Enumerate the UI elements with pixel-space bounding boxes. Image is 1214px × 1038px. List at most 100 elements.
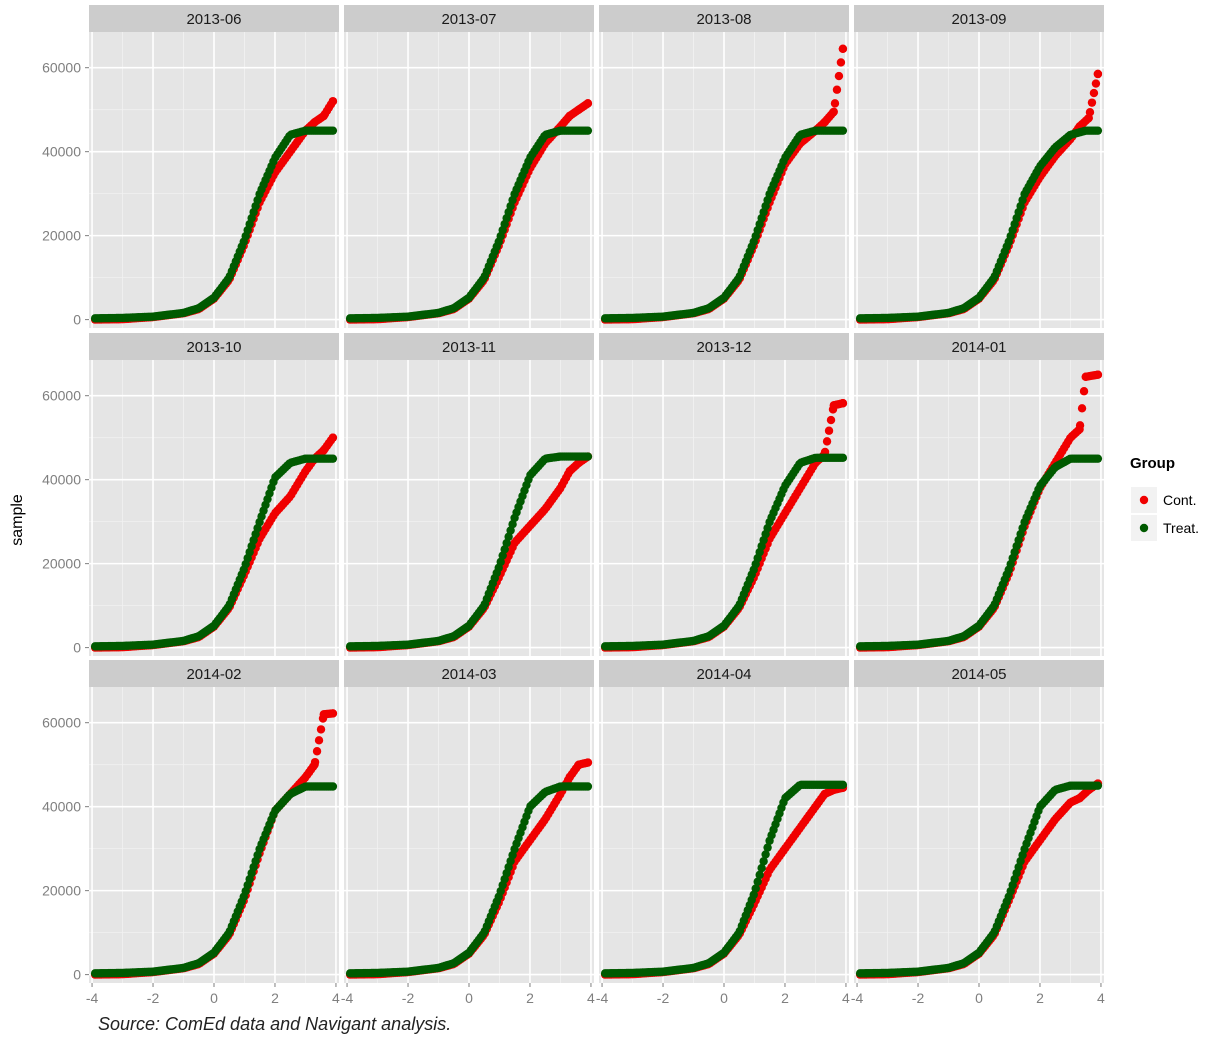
y-tick-label: 60000 — [42, 388, 81, 404]
facet-strip — [854, 333, 1104, 360]
treatment-point — [1093, 781, 1103, 790]
y-axis-label: sample — [9, 494, 26, 546]
facet-label: 2013-07 — [441, 11, 496, 28]
x-tick-label: 4 — [587, 990, 595, 1006]
control-point — [316, 725, 326, 734]
facet-label: 2014-01 — [951, 339, 1006, 356]
treatment-point — [1093, 126, 1103, 135]
treatment-point — [755, 870, 764, 880]
source-caption: Source: ComEd data and Navigant analysis… — [98, 1014, 452, 1034]
facet-strip — [599, 333, 849, 360]
facet-strip — [599, 660, 849, 687]
control-point — [312, 747, 322, 756]
facet-strip — [89, 333, 339, 360]
treatment-point — [583, 782, 593, 791]
treatment-point — [328, 454, 338, 463]
control-point — [314, 736, 324, 745]
treatment-point — [328, 782, 338, 791]
facet-strip — [854, 5, 1104, 32]
treatment-point — [759, 857, 768, 866]
x-tick-label: -2 — [147, 990, 160, 1006]
control-point — [820, 789, 829, 799]
x-tick-label: 4 — [332, 990, 340, 1006]
facet-label: 2013-12 — [696, 339, 751, 356]
control-point — [1089, 88, 1099, 98]
treatment-point — [583, 126, 593, 135]
treatment-point — [328, 126, 338, 135]
control-point — [1091, 79, 1101, 88]
x-tick-label: -4 — [341, 990, 354, 1006]
control-point — [1084, 113, 1093, 123]
control-point — [1093, 370, 1103, 379]
legend-label: Treat. — [1163, 520, 1199, 536]
control-point — [583, 758, 593, 767]
control-point — [565, 467, 574, 476]
control-point — [1075, 794, 1084, 803]
treatment-point — [761, 850, 770, 859]
control-point — [838, 44, 848, 53]
legend-control-swatch — [1139, 495, 1149, 505]
control-point — [310, 760, 319, 769]
facet-label: 2013-11 — [442, 339, 496, 356]
x-tick-label: 2 — [526, 990, 534, 1006]
treatment-point — [838, 780, 848, 790]
y-tick-label: 60000 — [42, 60, 81, 76]
control-point — [328, 709, 338, 718]
x-tick-label: 0 — [210, 990, 218, 1006]
y-tick-label: 20000 — [42, 883, 81, 899]
x-tick-label: -2 — [912, 990, 925, 1006]
facet-strip — [854, 660, 1104, 687]
x-tick-label: 2 — [781, 990, 789, 1006]
y-tick-label: 40000 — [42, 144, 81, 160]
control-point — [1087, 98, 1097, 107]
facet-strip — [89, 660, 339, 687]
facet-strip — [599, 5, 849, 32]
facet-label: 2014-02 — [186, 666, 241, 683]
x-tick-label: 2 — [1036, 990, 1044, 1006]
x-tick-label: -4 — [86, 990, 99, 1006]
treatment-point — [838, 453, 848, 463]
facet-strip — [344, 5, 594, 32]
x-tick-label: 0 — [720, 990, 728, 1006]
y-tick-label: 0 — [73, 640, 81, 656]
control-point — [1079, 387, 1089, 396]
control-point — [328, 97, 338, 106]
treatment-point — [838, 126, 848, 135]
facet-strip — [89, 5, 339, 32]
y-tick-label: 40000 — [42, 799, 81, 815]
treatment-point — [1093, 454, 1103, 463]
control-point — [328, 433, 338, 442]
y-tick-label: 0 — [73, 312, 81, 328]
legend-label: Cont. — [1163, 492, 1196, 508]
treatment-point — [583, 452, 593, 461]
control-point — [826, 415, 836, 425]
control-point — [565, 773, 574, 782]
treatment-point — [753, 877, 762, 886]
control-point — [583, 99, 593, 108]
control-point — [1075, 425, 1084, 434]
x-tick-label: 0 — [465, 990, 473, 1006]
facet-label: 2014-05 — [951, 666, 1006, 683]
control-point — [565, 111, 574, 121]
control-point — [574, 458, 583, 468]
facet-strip — [344, 660, 594, 687]
facet-label: 2013-09 — [951, 11, 1006, 28]
x-tick-label: -2 — [657, 990, 670, 1006]
control-point — [822, 437, 832, 446]
control-point — [319, 446, 328, 455]
control-point — [829, 401, 838, 410]
facet-label: 2013-06 — [186, 11, 241, 28]
control-point — [832, 85, 842, 94]
facet-label: 2013-08 — [696, 11, 751, 28]
legend-title: Group — [1130, 455, 1175, 472]
y-tick-label: 0 — [73, 967, 81, 983]
x-tick-label: 4 — [1097, 990, 1105, 1006]
x-tick-label: 0 — [975, 990, 983, 1006]
control-point — [830, 99, 840, 108]
treatment-point — [757, 863, 766, 873]
y-tick-label: 20000 — [42, 556, 81, 572]
control-point — [829, 107, 838, 116]
x-tick-label: -4 — [851, 990, 864, 1006]
facet-strip — [344, 333, 594, 360]
